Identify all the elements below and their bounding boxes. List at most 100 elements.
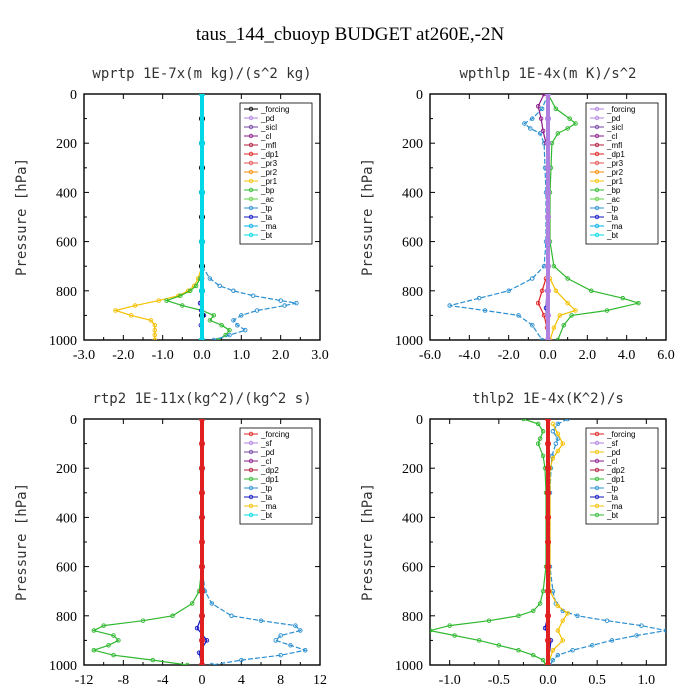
series-point-forcing — [544, 419, 552, 423]
series-point-dp1 — [540, 588, 546, 594]
legend-label: _pd — [260, 114, 274, 123]
panel-title: wprtp 1E-7x(m kg)/(s^2 kg) — [92, 66, 311, 82]
legend-label: _bt — [260, 511, 273, 520]
series-point-bp — [211, 313, 217, 318]
series-point-tp — [553, 441, 559, 446]
legend-marker — [248, 205, 254, 211]
series-line-pr1 — [549, 278, 577, 340]
x-tick-label: 12 — [313, 673, 327, 688]
y-tick-label: 600 — [56, 236, 77, 251]
series-point-pr1 — [148, 318, 154, 323]
legend-marker — [248, 214, 254, 220]
series-point-tp — [539, 337, 545, 340]
series-point-tp — [506, 288, 511, 294]
legend-marker — [248, 169, 254, 175]
series-point-forcing — [544, 637, 552, 644]
legend-label: _dp1 — [606, 475, 625, 484]
legend-box — [585, 427, 659, 525]
x-tick-label: -0.5 — [488, 673, 510, 688]
series-point-bp — [573, 121, 578, 126]
series-point-forcing — [544, 287, 552, 294]
series-point-pd — [555, 431, 561, 437]
series-point-bp — [164, 298, 169, 303]
y-tick-label: 1000 — [395, 659, 423, 674]
legend-marker — [248, 440, 254, 446]
series-point-dp1 — [540, 429, 546, 434]
legend-marker — [248, 494, 254, 500]
series-point-tp — [516, 313, 521, 318]
legend-marker — [594, 512, 600, 518]
series-point-dp1 — [452, 633, 457, 638]
series-point-tp — [293, 623, 298, 628]
y-tick-label: 200 — [402, 137, 423, 152]
series-point-forcing — [198, 514, 206, 521]
legend-label: _ma — [260, 222, 277, 231]
series-point-cl — [535, 104, 541, 109]
legend-label: _bt — [260, 231, 273, 240]
legend-label: _cl — [260, 457, 271, 466]
series-point-tp — [282, 303, 287, 308]
series-point-pd — [560, 618, 566, 623]
series-point-pr1 — [573, 308, 578, 313]
x-tick-label: 1.0 — [233, 348, 251, 363]
legend-label: _ma — [606, 502, 623, 511]
legend-label: _tp — [606, 484, 619, 493]
legend: _forcing_sf_pd_cl_dp2_dp1_tp_ta_ma_bt — [239, 427, 313, 525]
series-point-tp — [550, 588, 556, 594]
series-point-forcing — [544, 213, 552, 221]
series-point-bp — [620, 295, 625, 301]
x-tick-label: 4 — [238, 673, 245, 688]
series-point-forcing — [198, 563, 206, 570]
y-tick-label: 0 — [416, 413, 423, 428]
series-point-ta — [204, 638, 210, 643]
series-point-tp — [541, 263, 547, 269]
plot-area — [91, 419, 308, 665]
x-tick-label: 3.0 — [311, 348, 329, 363]
series-point-forcing — [198, 419, 206, 423]
legend-label: _sicl — [606, 123, 623, 132]
series-point-tp — [294, 300, 299, 306]
series-point-tp — [235, 322, 240, 328]
legend-marker — [248, 467, 254, 473]
series-point-tp — [231, 318, 236, 323]
series-point-cl — [540, 128, 546, 134]
series-point-pd — [550, 421, 556, 427]
series-point-tp — [482, 308, 488, 313]
legend-marker — [248, 449, 254, 455]
legend-label: _ta — [260, 493, 273, 502]
legend-marker — [594, 449, 600, 455]
legend-marker — [594, 503, 600, 509]
legend-label: _ac — [260, 195, 274, 204]
series-point-tp — [231, 288, 236, 294]
series-point-bp — [227, 327, 232, 333]
x-tick-label: -2.0 — [112, 348, 134, 363]
y-tick-label: 400 — [56, 511, 77, 526]
legend-marker — [248, 115, 254, 121]
legend-marker — [594, 205, 600, 211]
plot-area — [430, 419, 666, 665]
series-line-cl — [537, 94, 547, 144]
y-axis-label: Pressure [hPa] — [360, 483, 376, 601]
series-point-dp1 — [537, 436, 543, 441]
series-point-bp — [589, 288, 594, 294]
panel-title: thlp2 1E-4x(K^2)/s — [472, 391, 624, 407]
series-point-bp — [561, 322, 566, 328]
series-point-forcing — [544, 563, 552, 570]
legend-marker — [248, 178, 254, 184]
x-tick-label: -4.0 — [458, 348, 480, 363]
series-point-bp — [187, 288, 193, 294]
series-point-dp1 — [531, 608, 536, 614]
legend-label: _pd — [606, 114, 620, 123]
legend-label: _sicl — [260, 123, 277, 132]
x-tick-label: 0.0 — [539, 348, 557, 363]
series-point-dp1 — [539, 288, 545, 294]
y-tick-label: 800 — [402, 285, 423, 300]
legend-label: _pd — [606, 448, 620, 457]
y-tick-label: 400 — [402, 511, 423, 526]
series-point-tp — [258, 618, 264, 623]
series-point-tp — [207, 276, 213, 281]
series-point-tp — [250, 293, 256, 298]
y-tick-label: 1000 — [49, 334, 77, 349]
series-point-bp — [219, 322, 224, 328]
